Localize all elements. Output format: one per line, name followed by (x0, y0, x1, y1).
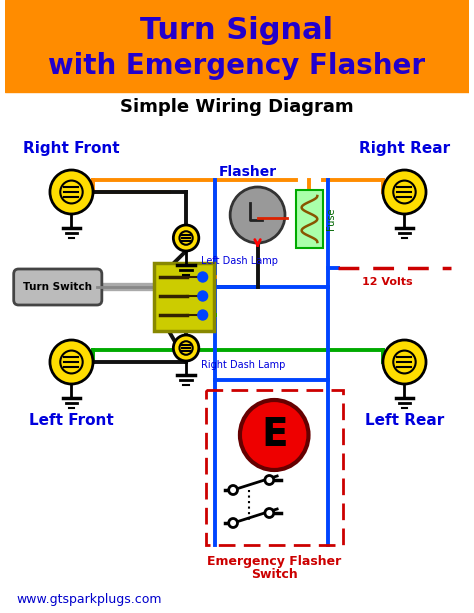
Bar (154, 263, 214, 331)
Text: Emergency Flasher: Emergency Flasher (207, 555, 341, 568)
Bar (296, 190, 323, 248)
Circle shape (265, 476, 273, 484)
Text: E: E (261, 416, 288, 454)
Circle shape (228, 485, 237, 495)
Text: Left Dash Lamp: Left Dash Lamp (201, 256, 278, 266)
Circle shape (198, 291, 208, 301)
Text: Turn Switch: Turn Switch (23, 282, 92, 292)
Text: 12 Volts: 12 Volts (362, 277, 412, 287)
Circle shape (50, 340, 93, 384)
Circle shape (230, 187, 285, 243)
Circle shape (198, 310, 208, 320)
Circle shape (173, 335, 199, 361)
Circle shape (240, 400, 309, 470)
Text: www.gtsparkplugs.com: www.gtsparkplugs.com (17, 593, 162, 606)
Text: Left Rear: Left Rear (365, 413, 444, 427)
Circle shape (265, 509, 273, 517)
FancyBboxPatch shape (14, 269, 102, 305)
Bar (206, 390, 343, 545)
Text: Simple Wiring Diagram: Simple Wiring Diagram (120, 98, 354, 116)
Circle shape (228, 519, 237, 528)
Text: Flasher: Flasher (219, 165, 277, 179)
Circle shape (173, 225, 199, 251)
Circle shape (383, 340, 426, 384)
Text: Right Front: Right Front (23, 140, 120, 156)
Text: Left Front: Left Front (29, 413, 114, 427)
Text: Fuse: Fuse (326, 208, 336, 230)
Text: Right Rear: Right Rear (359, 140, 450, 156)
Text: with Emergency Flasher: with Emergency Flasher (48, 52, 426, 80)
Text: Switch: Switch (251, 568, 298, 582)
Circle shape (383, 170, 426, 214)
Circle shape (50, 170, 93, 214)
Circle shape (198, 272, 208, 282)
Text: Right Dash Lamp: Right Dash Lamp (201, 360, 285, 370)
Text: Turn Signal: Turn Signal (140, 15, 334, 45)
Bar (5, 0, 469, 92)
